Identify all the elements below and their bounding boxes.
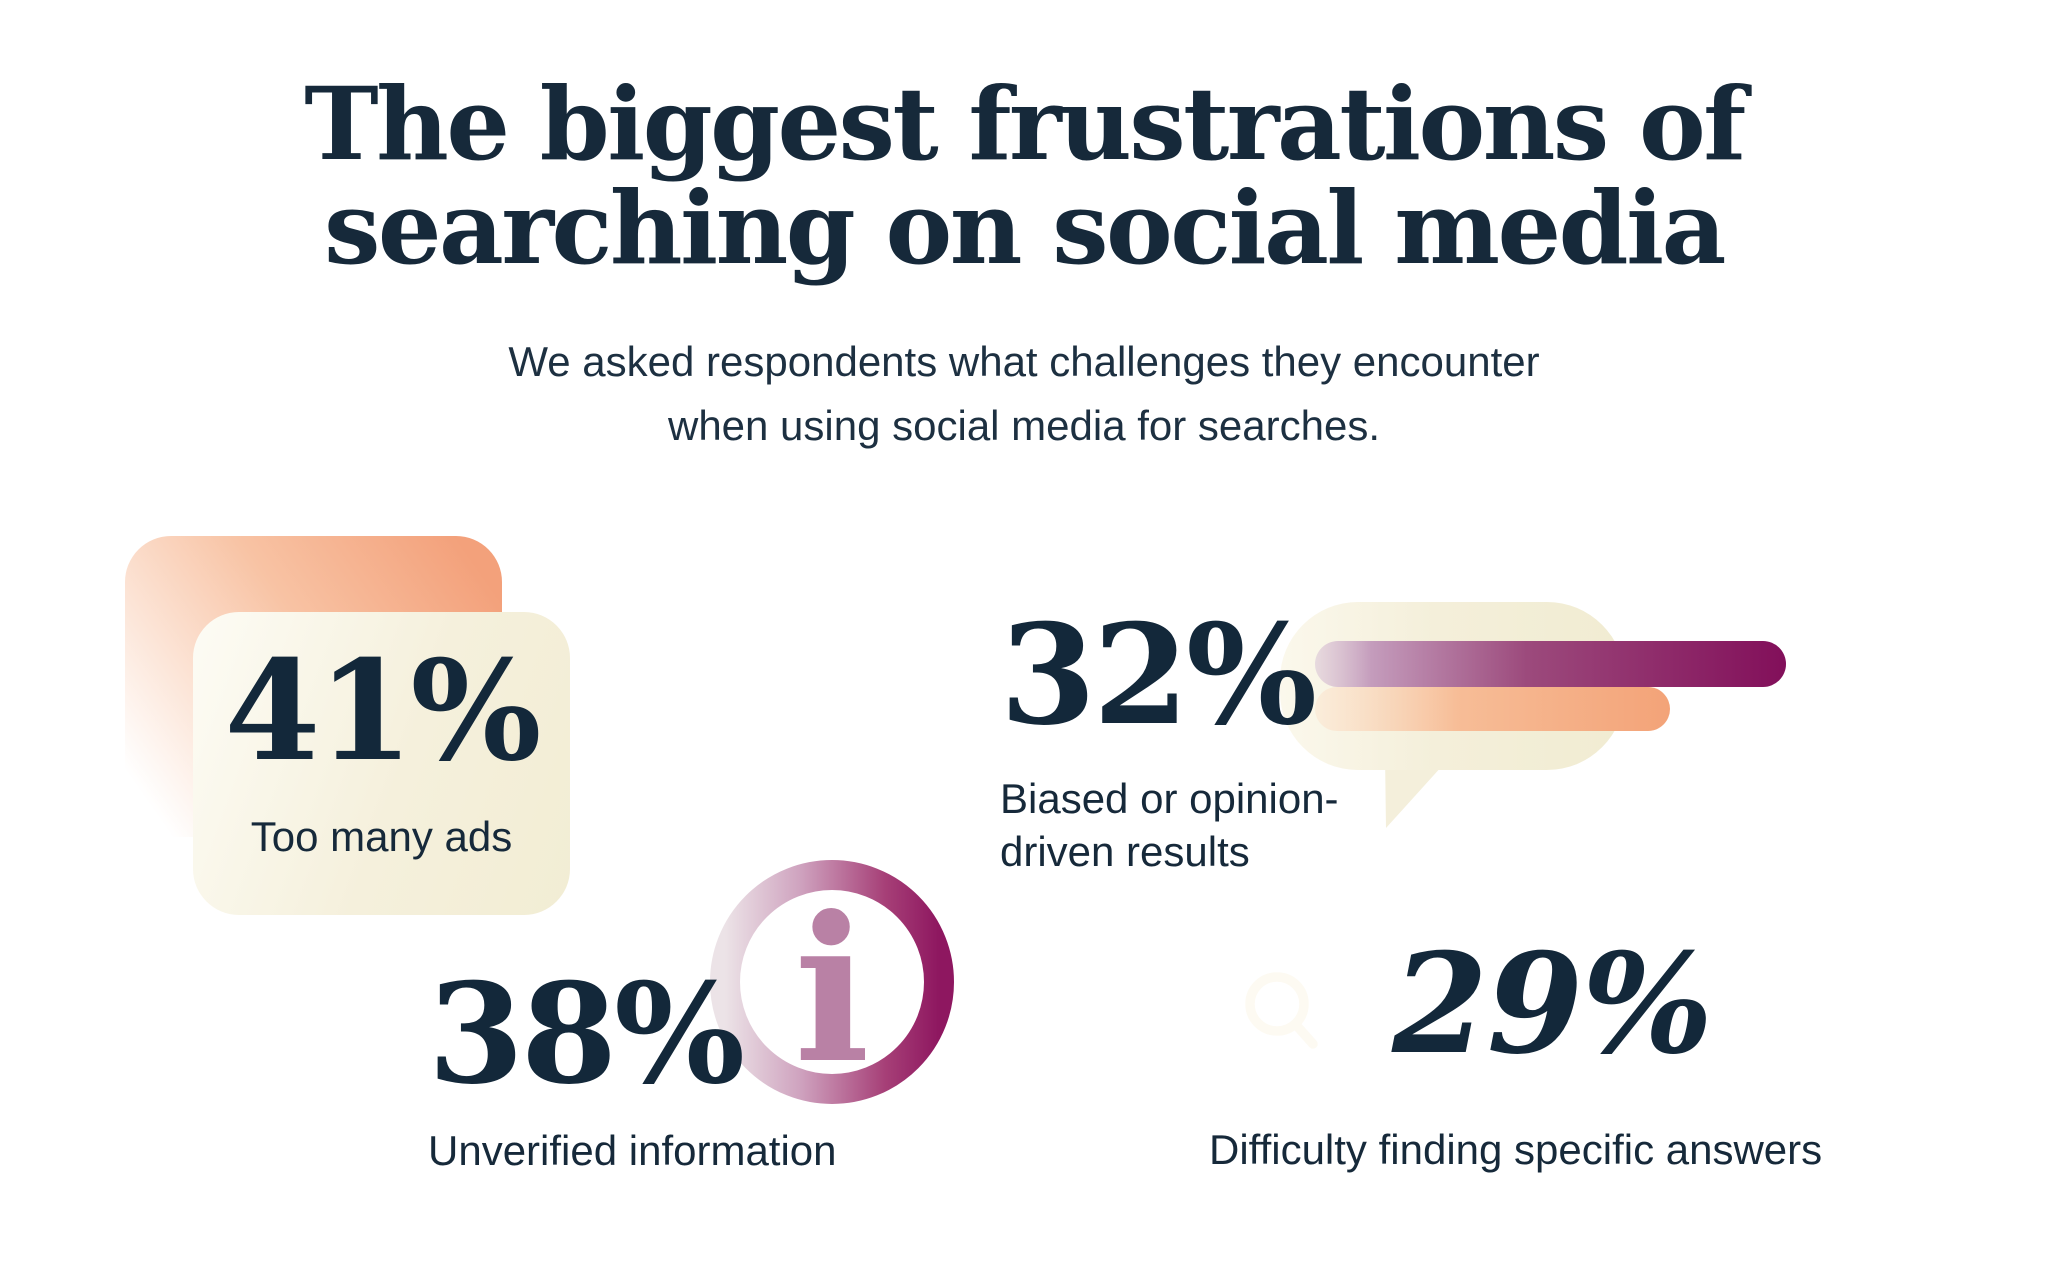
stat-label-biased-results-line-2: driven results <box>1000 828 1250 875</box>
page-subtitle-line-2: when using social media for searches. <box>667 402 1381 449</box>
page-subtitle: We asked respondents what challenges the… <box>0 330 2048 458</box>
page-title-line-1: The biggest frustrations of <box>304 65 1746 183</box>
stat-label-unverified-information: Unverified information <box>428 1127 837 1174</box>
stat-value-unverified-information: 38% <box>428 952 745 1115</box>
page-title: The biggest frustrations of searching on… <box>0 72 2048 280</box>
search-icon-lens <box>1245 972 1309 1036</box>
speech-bubble-tail <box>1385 755 1452 828</box>
speech-bubble-icon <box>1280 602 1786 828</box>
stat-value-biased-results: 32% <box>1000 593 1317 756</box>
info-icon-glyph: i <box>794 873 870 1108</box>
purple-bar <box>1315 641 1786 687</box>
stat-label-biased-results-line-1: Biased or opinion- <box>1000 775 1339 822</box>
search-icon <box>1245 972 1318 1049</box>
info-icon: i <box>710 860 954 1108</box>
stat-value-difficulty-answers: 29% <box>1392 922 1713 1085</box>
orange-bar <box>1315 687 1670 731</box>
search-icon-handle <box>1292 1021 1318 1049</box>
stat-label-biased-results: Biased or opinion- driven results <box>1000 772 1339 878</box>
stat-label-too-many-ads: Too many ads <box>250 813 513 860</box>
stat-card-too-many-ads <box>193 612 570 915</box>
stat-label-difficulty-answers: Difficulty finding specific answers <box>1209 1126 1823 1173</box>
stat-value-too-many-ads: 41% <box>224 629 541 792</box>
page-title-line-2: searching on social media <box>324 169 1726 287</box>
page-subtitle-line-1: We asked respondents what challenges the… <box>508 338 1540 385</box>
info-icon-ring <box>710 860 954 1104</box>
